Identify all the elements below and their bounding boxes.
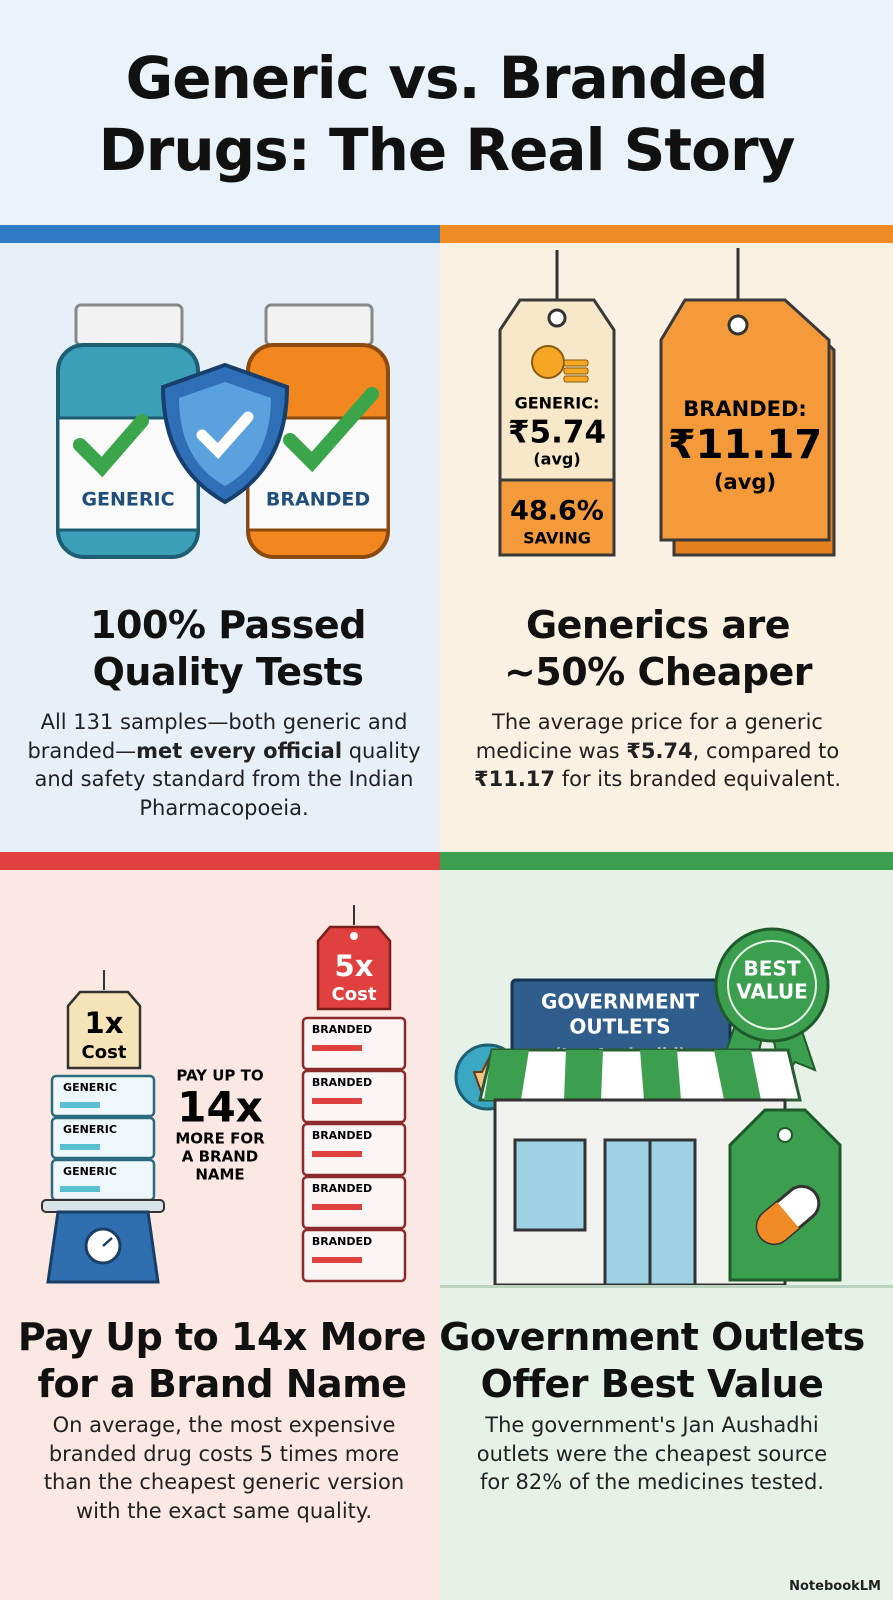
title: Generic vs. Branded Drugs: The Real Stor… [0, 42, 893, 186]
panel-body: The government's Jan Aushadhi outlets we… [472, 1411, 832, 1497]
panel-body: All 131 samples—both generic and branded… [24, 708, 424, 822]
badge-line: VALUE [736, 980, 808, 1004]
title-line: Generic vs. Branded [125, 44, 769, 112]
box-label: BRANDED [312, 1235, 372, 1248]
body-bold: met every official [136, 738, 343, 763]
tag-saving-label: SAVING [523, 529, 591, 548]
body-bold: ₹11.17 [473, 767, 556, 791]
panel-heading: 100% Passed Quality Tests [13, 602, 443, 696]
tag-price: ₹11.17 [668, 422, 822, 468]
heading-line: ~50% Cheaper [503, 650, 813, 694]
badge-line: BEST [744, 957, 801, 981]
box-label: GENERIC [63, 1165, 117, 1178]
bottle-label: GENERIC [81, 489, 174, 511]
body-text: All 131 samples—both generic and branded… [27, 710, 408, 763]
footer: NotebookLM [789, 1579, 881, 1594]
heading-line: 100% Passed [90, 603, 366, 647]
heading-line: Generics are [525, 603, 791, 647]
title-line: Drugs: The Real Story [98, 116, 796, 184]
panel-body: On average, the most expensive branded d… [24, 1411, 424, 1525]
generic-boxes [50, 1074, 156, 1202]
tag-note: (avg) [714, 470, 776, 494]
tag-label: GENERIC: [515, 394, 600, 413]
box-label: GENERIC [63, 1123, 117, 1136]
box-label: GENERIC [63, 1081, 117, 1094]
heading-line: Quality Tests [92, 650, 364, 694]
body-text: quality and safety standard from the Ind… [34, 738, 421, 820]
heading-line: Pay Up to 14x More [17, 1315, 427, 1359]
tag-price: ₹5.74 [508, 415, 606, 451]
callout-line: A BRAND [182, 1148, 258, 1166]
box-label: BRANDED [312, 1129, 372, 1142]
box-label: BRANDED [312, 1076, 372, 1089]
tag-saving: 48.6% [510, 496, 604, 527]
box-label: BRANDED [312, 1182, 372, 1195]
sign-line: GOVERNMENT [541, 990, 699, 1014]
panel-heading: Government Outlets Offer Best Value [437, 1314, 867, 1408]
panel-heading: Generics are ~50% Cheaper [443, 602, 873, 696]
callout-multiple: 14x [177, 1083, 263, 1132]
box-label: BRANDED [312, 1023, 372, 1036]
tag-multiple: 1x [85, 1006, 124, 1040]
body-text: , compared to [692, 738, 840, 763]
callout-line: MORE FOR [175, 1130, 265, 1148]
body-text: for its branded equivalent. [555, 767, 842, 791]
tag-label: Cost [332, 984, 377, 1005]
panel-heading: Pay Up to 14x More for a Brand Name [7, 1314, 437, 1408]
sign-line: OUTLETS [569, 1015, 670, 1039]
panel-body: The average price for a generic medicine… [455, 708, 860, 794]
tag-multiple: 5x [335, 949, 374, 983]
body-bold: ₹5.74 [626, 738, 693, 763]
heading-line: for a Brand Name [37, 1362, 407, 1406]
bottle-label: BRANDED [266, 489, 370, 511]
body-text: On average, the most expensive branded d… [43, 1413, 405, 1523]
heading-line: Offer Best Value [480, 1362, 824, 1406]
tag-note: (avg) [533, 450, 580, 469]
branded-boxes [301, 1016, 407, 1283]
callout-line: NAME [195, 1166, 244, 1184]
body-text: The average price for a generic medicine… [475, 710, 823, 763]
tag-label: Cost [82, 1042, 127, 1063]
body-text: The government's Jan Aushadhi outlets we… [476, 1413, 828, 1494]
tag-label: BRANDED: [683, 397, 807, 421]
callout-top: PAY UP TO [176, 1067, 263, 1085]
heading-line: Government Outlets [439, 1315, 865, 1359]
